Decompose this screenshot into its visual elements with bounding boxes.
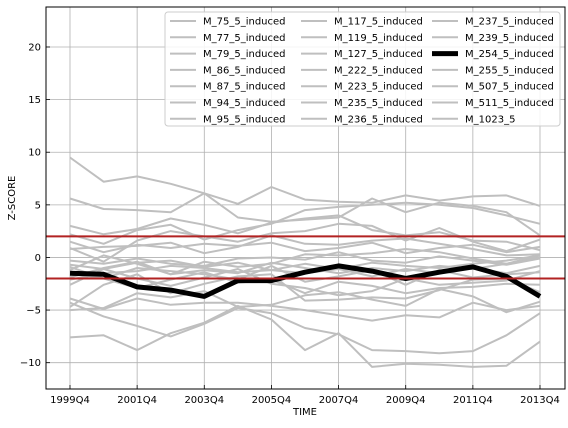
legend-label: M_77_5_induced	[203, 33, 286, 44]
series-line-M_87_5_induced	[69, 240, 541, 255]
plot-frame	[45, 6, 566, 390]
legend-label: M_79_5_induced	[203, 49, 286, 60]
legend-label: M_223_5_induced	[334, 82, 423, 93]
legend-label: M_235_5_induced	[334, 98, 423, 109]
series-line-M_94_5_induced	[69, 234, 541, 257]
legend-label: M_95_5_induced	[203, 114, 286, 125]
legend-label: M_117_5_induced	[334, 17, 423, 28]
y-axis-label: Z-SCORE	[7, 176, 18, 221]
series-line-M_75_5_induced	[69, 156, 541, 207]
legend-label: M_236_5_induced	[334, 114, 423, 125]
series-line-M_86_5_induced	[69, 201, 541, 245]
y-tick-label: −5	[26, 306, 41, 317]
legend-label: M_87_5_induced	[203, 82, 286, 93]
x-tick-label: 2013Q4	[520, 395, 560, 406]
legend-label: M_1023_5	[465, 114, 515, 125]
legend-label: M_86_5_induced	[203, 65, 286, 76]
y-tick-label: 10	[28, 148, 41, 159]
series-line-M_511_5_induced	[69, 248, 541, 279]
y-tick-label: −10	[20, 358, 41, 369]
legend-box	[164, 11, 561, 127]
x-tick-label: 2007Q4	[319, 395, 359, 406]
legend-label: M_511_5_induced	[465, 98, 554, 109]
series-line-highlight	[69, 263, 542, 299]
series-line-M_235_5_induced	[69, 265, 541, 295]
x-tick-label: 2011Q4	[453, 395, 493, 406]
legend-label: M_119_5_induced	[334, 33, 423, 44]
y-tick-label: 5	[35, 200, 41, 211]
legend-label: M_75_5_induced	[203, 17, 286, 28]
y-tick-label: 15	[28, 95, 41, 106]
legend-label: M_507_5_induced	[465, 82, 554, 93]
series-line-M_236_5_induced	[69, 273, 541, 308]
legend-label: M_255_5_induced	[465, 65, 554, 76]
axis-ticks: 1999Q4 2001Q4 2003Q4 2005Q4 2007Q4 2009Q4 2011…	[20, 42, 560, 406]
threshold-lines	[46, 235, 565, 280]
series-line-M_222_5_induced	[69, 264, 541, 286]
legend-label: M_94_5_induced	[203, 98, 286, 109]
y-tick-label: 20	[28, 42, 41, 53]
legend-label: M_222_5_induced	[334, 65, 423, 76]
x-tick-label: 1999Q4	[50, 395, 90, 406]
x-tick-label: 2003Q4	[184, 395, 224, 406]
series-line-M_237_5_induced	[69, 297, 541, 322]
series-line-M_255_5_induced	[69, 304, 541, 368]
x-tick-label: 2001Q4	[117, 395, 157, 406]
series-line-M_507_5_induced	[69, 288, 541, 314]
series-line-M_239_5_induced	[69, 301, 541, 355]
x-tick-label: 2005Q4	[252, 395, 292, 406]
legend-label: M_237_5_induced	[465, 17, 554, 28]
legend-label: M_239_5_induced	[465, 33, 554, 44]
legend-label: M_254_5_induced	[465, 49, 554, 60]
x-axis-label: TIME	[292, 407, 317, 418]
series-line-M_95_5_induced	[69, 251, 541, 267]
legend-label: M_127_5_induced	[334, 49, 423, 60]
series-line-M_117_5_induced	[69, 254, 541, 272]
x-tick-label: 2009Q4	[386, 395, 426, 406]
legend: M_75_5_induced M_77_5_induced M_79_5_induc…	[164, 11, 561, 127]
y-tick-label: 0	[35, 253, 41, 264]
series-line-M_77_5_induced	[69, 192, 541, 237]
